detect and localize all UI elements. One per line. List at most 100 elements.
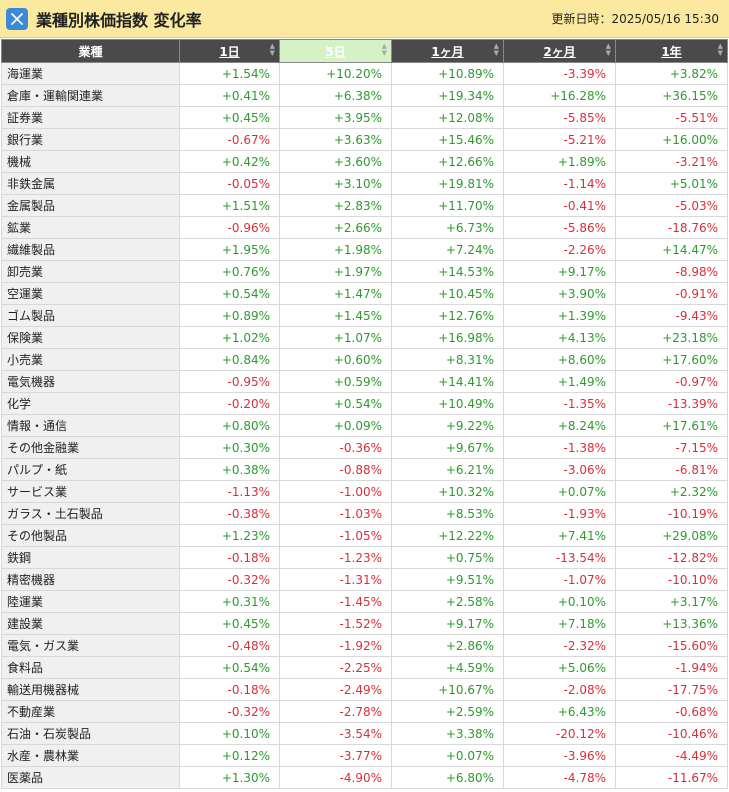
table-row: 水産・農林業 +0.12% -3.77% +0.07% -3.96% -4.49% — [1, 744, 728, 767]
sort-arrows-icon: ▲ ▼ — [493, 42, 499, 57]
table-row: 電気・ガス業 -0.48% -1.92% +2.86% -2.32% -15.60% — [1, 634, 728, 657]
sector-name-cell: パルプ・紙 — [1, 458, 180, 481]
change-value-cell: +1.30% — [179, 766, 280, 789]
sector-name-cell: サービス業 — [1, 480, 180, 503]
table-header-row: 業種 1日 ▲ ▼ 5日 ▲ ▼ 1ヶ月 ▲ ▼ 2ヶ月 ▲ ▼ 1年 ▲ ▼ — [1, 39, 728, 63]
table-row: 輸送用機器械 -0.18% -2.49% +10.67% -2.08% -17.75% — [1, 678, 728, 701]
change-value-cell: +1.95% — [179, 238, 280, 261]
change-value-cell: -15.60% — [615, 634, 728, 657]
change-value-cell: +3.95% — [279, 106, 392, 129]
change-value-cell: -3.21% — [615, 150, 728, 173]
sector-name-cell: 海運業 — [1, 62, 180, 85]
change-value-cell: -5.86% — [503, 216, 616, 239]
change-value-cell: -5.51% — [615, 106, 728, 129]
change-value-cell: +3.90% — [503, 282, 616, 305]
sector-name-cell: 鉄鋼 — [1, 546, 180, 569]
change-value-cell: -13.39% — [615, 392, 728, 415]
change-value-cell: +0.80% — [179, 414, 280, 437]
change-value-cell: +17.60% — [615, 348, 728, 371]
table-row: 食料品 +0.54% -2.25% +4.59% +5.06% -1.94% — [1, 656, 728, 679]
change-value-cell: +1.02% — [179, 326, 280, 349]
table-row: 医薬品 +1.30% -4.90% +6.80% -4.78% -11.67% — [1, 766, 728, 789]
change-value-cell: +3.82% — [615, 62, 728, 85]
change-value-cell: +0.45% — [179, 612, 280, 635]
change-value-cell: +0.07% — [503, 480, 616, 503]
change-value-cell: -3.96% — [503, 744, 616, 767]
change-value-cell: +1.89% — [503, 150, 616, 173]
change-value-cell: +19.81% — [391, 172, 504, 195]
change-value-cell: +0.54% — [179, 282, 280, 305]
change-value-cell: +6.43% — [503, 700, 616, 723]
sector-name-cell: 非鉄金属 — [1, 172, 180, 195]
change-value-cell: +10.45% — [391, 282, 504, 305]
change-value-cell: +10.67% — [391, 678, 504, 701]
change-value-cell: +7.24% — [391, 238, 504, 261]
change-value-cell: +1.97% — [279, 260, 392, 283]
sector-change-table: 業種 1日 ▲ ▼ 5日 ▲ ▼ 1ヶ月 ▲ ▼ 2ヶ月 ▲ ▼ 1年 ▲ ▼ — [1, 39, 728, 789]
change-value-cell: -10.10% — [615, 568, 728, 591]
change-value-cell: +36.15% — [615, 84, 728, 107]
change-value-cell: +2.32% — [615, 480, 728, 503]
sector-name-cell: 化学 — [1, 392, 180, 415]
sector-name-cell: 情報・通信 — [1, 414, 180, 437]
change-value-cell: +1.47% — [279, 282, 392, 305]
change-value-cell: -5.03% — [615, 194, 728, 217]
sector-name-cell: 精密機器 — [1, 568, 180, 591]
change-value-cell: +5.01% — [615, 172, 728, 195]
change-value-cell: +15.46% — [391, 128, 504, 151]
change-value-cell: +10.20% — [279, 62, 392, 85]
change-value-cell: -0.32% — [179, 700, 280, 723]
change-value-cell: +0.60% — [279, 348, 392, 371]
sector-name-cell: 輸送用機器械 — [1, 678, 180, 701]
change-value-cell: -0.67% — [179, 128, 280, 151]
x-logo-icon[interactable] — [6, 7, 28, 30]
change-value-cell: -2.26% — [503, 238, 616, 261]
change-value-cell: +17.61% — [615, 414, 728, 437]
sort-arrows-icon: ▲ ▼ — [269, 42, 275, 57]
table-row: 銀行業 -0.67% +3.63% +15.46% -5.21% +16.00% — [1, 128, 728, 151]
change-value-cell: +0.45% — [179, 106, 280, 129]
change-value-cell: +0.09% — [279, 414, 392, 437]
change-value-cell: -0.41% — [503, 194, 616, 217]
change-value-cell: -0.20% — [179, 392, 280, 415]
change-value-cell: -6.81% — [615, 458, 728, 481]
change-value-cell: -1.13% — [179, 480, 280, 503]
change-value-cell: -3.77% — [279, 744, 392, 767]
change-value-cell: -7.15% — [615, 436, 728, 459]
table-row: 倉庫・運輸関連業 +0.41% +6.38% +19.34% +16.28% +36.15… — [1, 84, 728, 107]
change-value-cell: -0.48% — [179, 634, 280, 657]
change-value-cell: -0.18% — [179, 678, 280, 701]
change-value-cell: +9.51% — [391, 568, 504, 591]
column-header-2m[interactable]: 2ヶ月 ▲ ▼ — [503, 39, 616, 63]
change-value-cell: -0.96% — [179, 216, 280, 239]
change-value-cell: +10.32% — [391, 480, 504, 503]
change-value-cell: +0.38% — [179, 458, 280, 481]
table-row: 海運業 +1.54% +10.20% +10.89% -3.39% +3.82% — [1, 62, 728, 85]
table-row: 建設業 +0.45% -1.52% +9.17% +7.18% +13.36% — [1, 612, 728, 635]
change-value-cell: +12.08% — [391, 106, 504, 129]
table-row: 陸運業 +0.31% -1.45% +2.58% +0.10% +3.17% — [1, 590, 728, 613]
change-value-cell: -2.25% — [279, 656, 392, 679]
change-value-cell: -1.05% — [279, 524, 392, 547]
sector-name-cell: その他製品 — [1, 524, 180, 547]
column-header-1d[interactable]: 1日 ▲ ▼ — [179, 39, 280, 63]
column-header-1m[interactable]: 1ヶ月 ▲ ▼ — [391, 39, 504, 63]
sector-name-cell: 建設業 — [1, 612, 180, 635]
change-value-cell: +0.41% — [179, 84, 280, 107]
column-header-label: 1ヶ月 — [431, 44, 464, 59]
change-value-cell: +6.38% — [279, 84, 392, 107]
change-value-cell: +16.00% — [615, 128, 728, 151]
column-header-5d[interactable]: 5日 ▲ ▼ — [279, 39, 392, 63]
column-header-label: 5日 — [325, 44, 346, 59]
change-value-cell: -1.31% — [279, 568, 392, 591]
sector-name-cell: 電気機器 — [1, 370, 180, 393]
change-value-cell: +6.21% — [391, 458, 504, 481]
change-value-cell: +0.42% — [179, 150, 280, 173]
sector-name-cell: 小売業 — [1, 348, 180, 371]
change-value-cell: -4.90% — [279, 766, 392, 789]
change-value-cell: +8.24% — [503, 414, 616, 437]
table-row: ガラス・土石製品 -0.38% -1.03% +8.53% -1.93% -10.19% — [1, 502, 728, 525]
change-value-cell: +0.84% — [179, 348, 280, 371]
column-header-1y[interactable]: 1年 ▲ ▼ — [615, 39, 728, 63]
column-header-label: 1日 — [219, 44, 240, 59]
